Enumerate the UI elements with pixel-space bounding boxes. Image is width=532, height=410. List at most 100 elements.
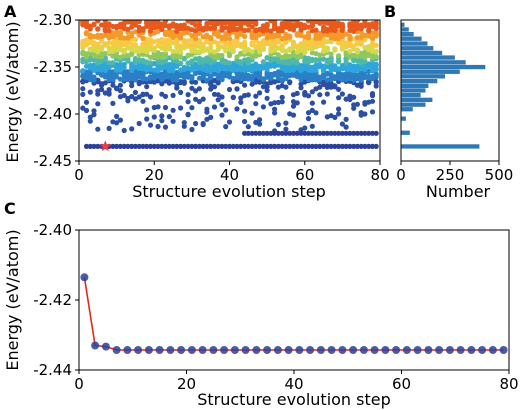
scatter-point	[136, 94, 142, 100]
scatter-point	[336, 106, 342, 112]
ground-state-point	[366, 143, 372, 149]
scatter-point	[174, 28, 180, 34]
scatter-point	[219, 94, 225, 100]
ground-state-point	[275, 143, 281, 149]
histogram-bar	[401, 50, 443, 56]
scatter-point	[272, 100, 278, 106]
scatter-point	[129, 45, 135, 51]
scatter-point	[132, 89, 138, 95]
scatter-point	[211, 104, 218, 110]
scatter-point	[102, 90, 108, 96]
scatter-point	[245, 92, 251, 98]
scatter-point	[373, 78, 379, 85]
scatter-point	[95, 20, 101, 23]
scatter-point	[354, 101, 360, 107]
scatter-point	[305, 30, 312, 36]
scatter-point	[211, 77, 218, 84]
scatter-point	[260, 104, 266, 110]
y-tick-label: -2.40	[33, 105, 72, 123]
histogram-bar	[401, 116, 406, 121]
scatter-point	[275, 121, 281, 128]
secondary-state-point	[358, 130, 364, 136]
ground-state-point	[166, 143, 172, 149]
scatter-point	[185, 99, 191, 105]
scatter-point	[249, 24, 255, 30]
scatter-point	[110, 82, 116, 88]
scatter-point	[253, 101, 259, 107]
scatter-point	[106, 60, 112, 66]
scatter-point	[211, 20, 218, 23]
ground-state-point	[155, 143, 161, 149]
scatter-point	[208, 41, 214, 47]
scatter-point	[155, 123, 161, 130]
scatter-point	[204, 32, 210, 38]
scatter-point	[147, 74, 154, 80]
x-tick-label: 60	[295, 166, 314, 184]
panel-c-xlabel: Structure evolution step	[197, 390, 391, 409]
scatter-point	[223, 107, 229, 113]
scatter-point	[279, 99, 285, 105]
scatter-point	[80, 56, 86, 62]
scatter-point	[83, 29, 90, 36]
panel-b-xlabel: Number	[426, 182, 491, 201]
ground-state-point	[294, 143, 300, 149]
panel-b-bars	[401, 22, 486, 149]
ground-state-point	[264, 143, 270, 149]
ground-state-point	[110, 143, 116, 149]
scatter-point	[87, 89, 93, 95]
scatter-point	[170, 52, 176, 58]
scatter-point	[140, 35, 146, 41]
x-tick-label: 0	[74, 166, 84, 184]
ground-state-point	[215, 143, 221, 149]
scatter-point	[362, 100, 368, 106]
scatter-point	[298, 21, 304, 27]
panel-c-series	[80, 273, 508, 354]
scatter-point	[362, 74, 368, 80]
scatter-point	[309, 50, 315, 56]
data-point	[134, 346, 143, 354]
scatter-point	[309, 100, 315, 106]
scatter-point	[339, 91, 345, 97]
panel-label-a: A	[4, 2, 17, 21]
scatter-point	[211, 39, 218, 45]
secondary-state-point	[309, 130, 315, 136]
scatter-point	[332, 63, 338, 69]
scatter-point	[162, 20, 169, 24]
ground-state-point	[114, 143, 120, 149]
x-tick-label: 0	[74, 375, 84, 393]
scatter-point	[347, 27, 353, 34]
scatter-point	[117, 39, 123, 46]
scatter-point	[358, 110, 364, 116]
scatter-point	[336, 95, 342, 101]
ground-state-point	[290, 143, 297, 149]
scatter-point	[275, 52, 281, 58]
scatter-point	[369, 35, 376, 42]
ground-state-point	[358, 143, 364, 149]
scatter-point	[129, 61, 135, 67]
ground-state-point	[245, 143, 251, 149]
scatter-point	[328, 113, 334, 119]
scatter-point	[264, 55, 270, 61]
scatter-point	[290, 103, 297, 109]
scatter-point	[260, 84, 266, 90]
scatter-point	[298, 27, 304, 33]
histogram-bar	[401, 41, 428, 46]
scatter-point	[170, 48, 176, 54]
scatter-point	[106, 21, 112, 27]
scatter-point	[317, 61, 323, 68]
histogram-bar	[401, 74, 446, 79]
histogram-bar	[401, 102, 426, 107]
scatter-point	[136, 24, 142, 30]
x-tick-label: 0	[396, 166, 406, 184]
scatter-point	[358, 39, 364, 45]
ground-state-point	[185, 143, 191, 149]
secondary-state-point	[354, 130, 360, 136]
scatter-point	[91, 74, 97, 80]
scatter-point	[332, 46, 338, 52]
ground-state-point	[309, 143, 315, 149]
ground-state-point	[117, 143, 123, 149]
panel-a-ylabel: Energy (eV/atom)	[3, 21, 22, 162]
scatter-point	[129, 93, 135, 100]
data-point	[101, 342, 110, 351]
ground-state-point	[373, 143, 379, 149]
